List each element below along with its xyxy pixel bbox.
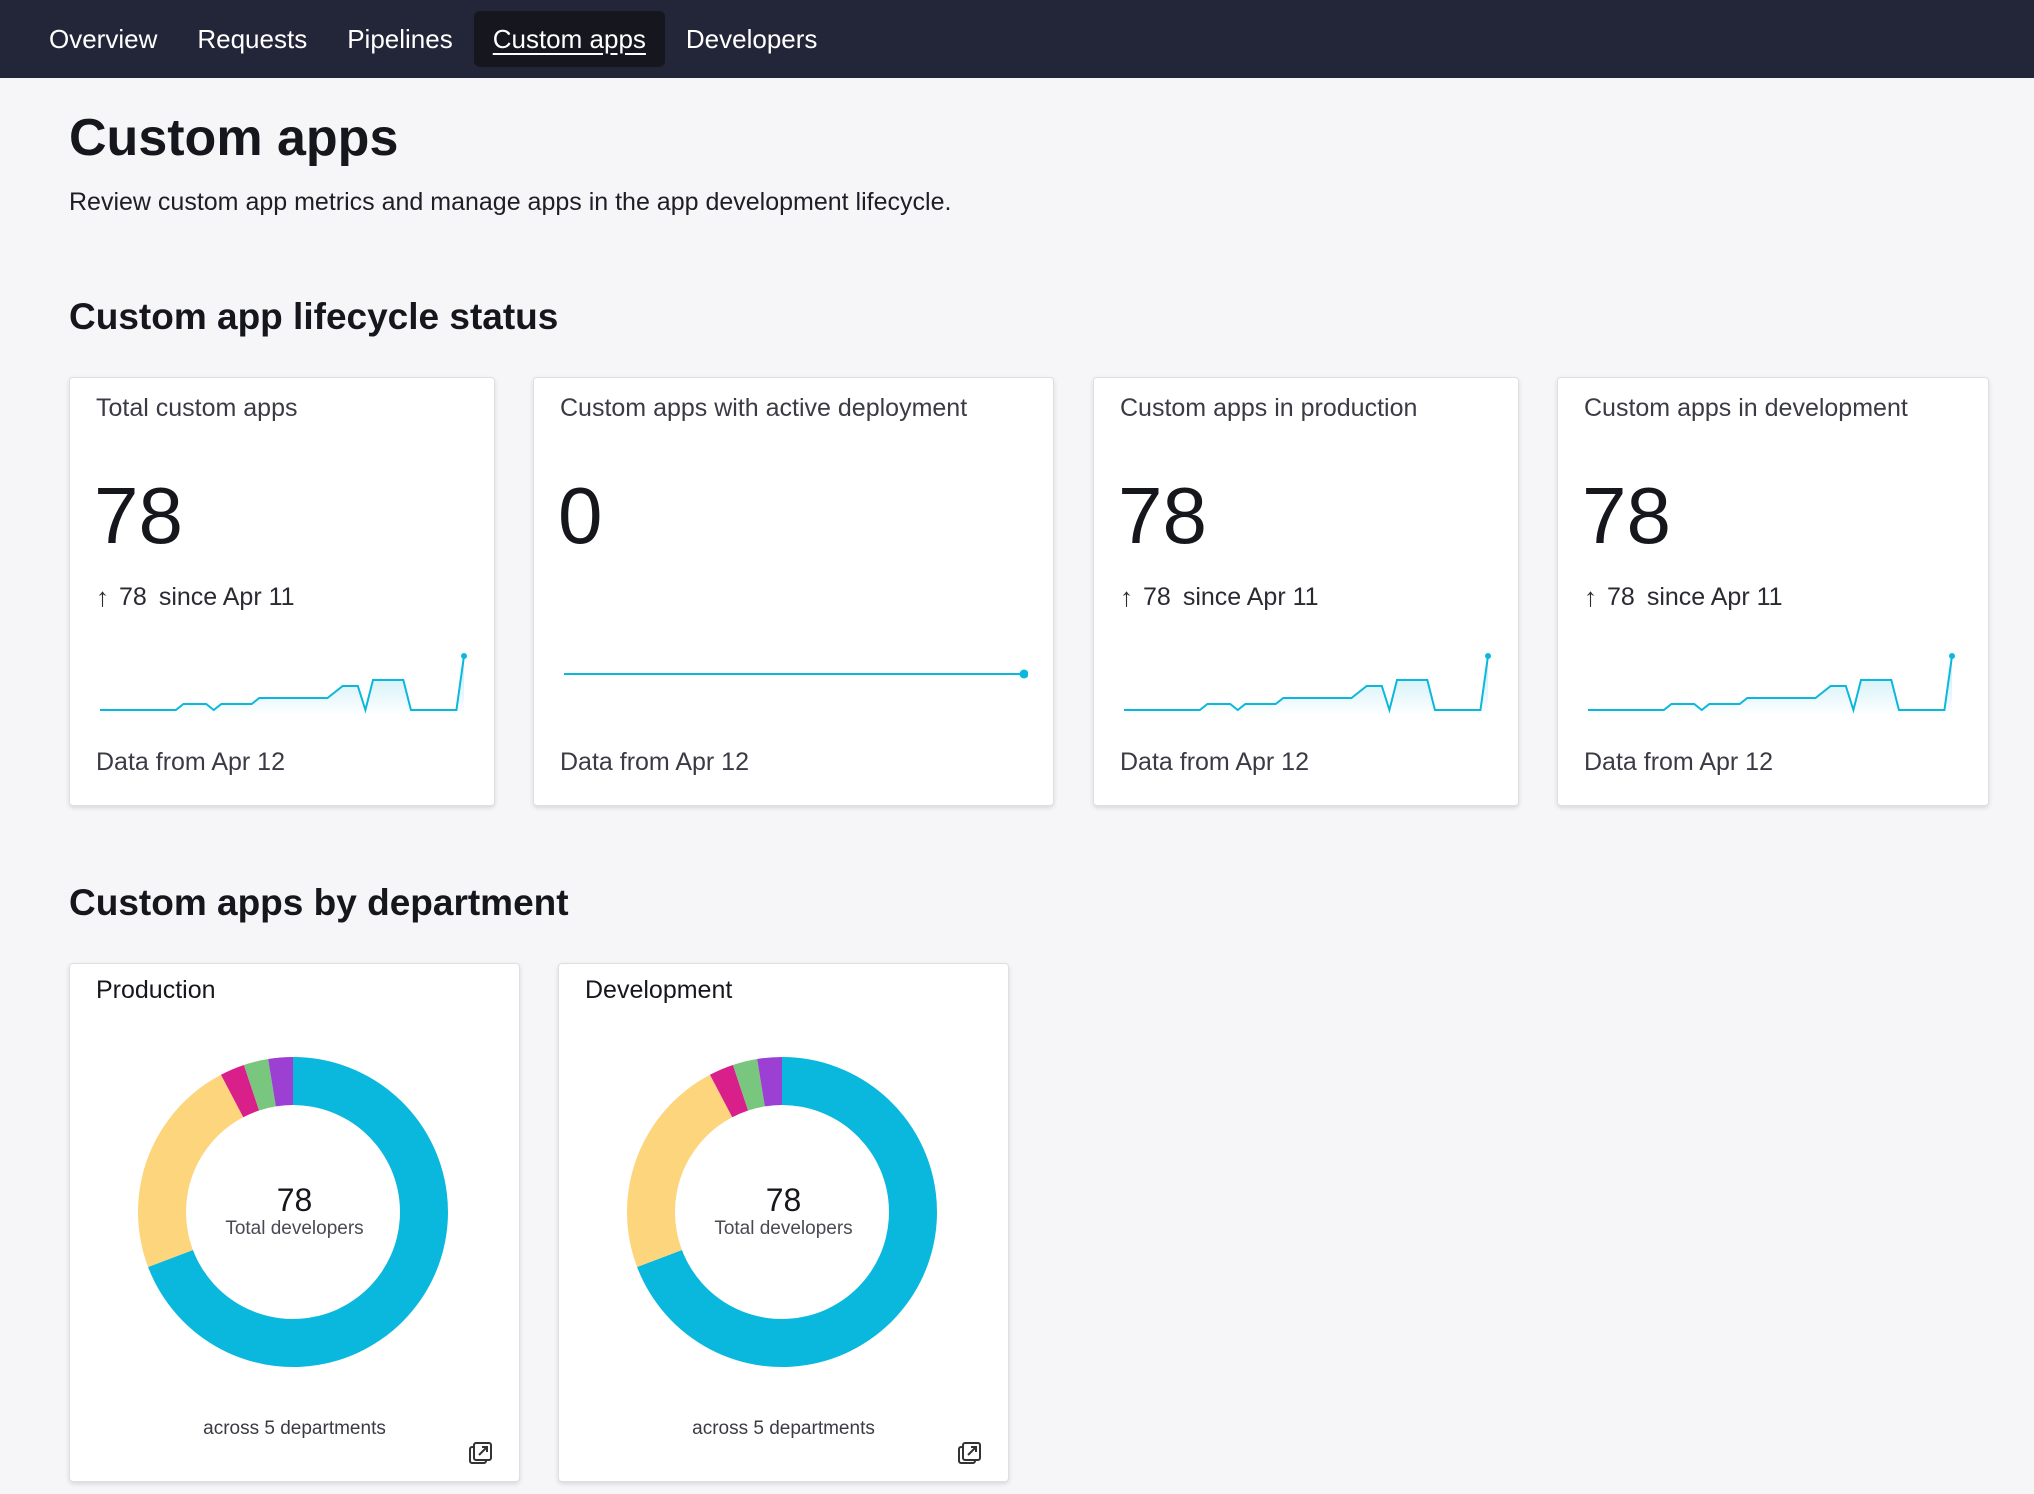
donut-center-value: 78 — [765, 1182, 802, 1218]
total-sparkline — [100, 653, 467, 716]
donut-slice-4 — [757, 1057, 782, 1107]
lifecycle-section-title: Custom app lifecycle status — [69, 296, 559, 337]
delta-value: 78 — [119, 583, 147, 611]
total-apps-card: Total custom apps 78 ↑ 78 since Apr 11 D… — [69, 377, 495, 806]
department-count: across 5 departments — [559, 1418, 1008, 1440]
donut-center-value: 78 — [276, 1182, 313, 1218]
development-apps-card: Custom apps in development 78 ↑ 78 since… — [1557, 377, 1989, 806]
development-donut — [627, 1057, 937, 1367]
sparkline-area — [1588, 656, 1952, 716]
open-external-icon[interactable] — [956, 1441, 982, 1467]
donut-slice-0 — [148, 1057, 448, 1367]
active-deployment-card: Custom apps with active deployment 0 Dat… — [533, 377, 1054, 806]
dept-prefix: across — [203, 1418, 260, 1439]
department-count: across 5 departments — [70, 1418, 519, 1440]
sparkline-line — [1588, 655, 1953, 714]
card-title: Custom apps with active deployment — [560, 394, 968, 422]
sparkline-endpoint — [1019, 669, 1028, 679]
card-title: Custom apps in production — [1120, 394, 1418, 422]
delta-value: 78 — [1607, 583, 1635, 611]
sparkline-area — [1124, 656, 1488, 716]
arrow-up-icon: ↑ — [1120, 582, 1133, 612]
sparkline-area — [100, 656, 464, 716]
donut-center-label: Total developers — [714, 1218, 853, 1239]
page-title: Custom apps — [69, 109, 399, 167]
development-department-card: Development 78 Total developers across 5… — [558, 963, 1009, 1482]
metric-delta: ↑ 78 since Apr 11 — [1120, 582, 1319, 613]
metric-value: 78 — [94, 471, 183, 560]
card-footer: Data from Apr 12 — [560, 748, 749, 776]
arrow-up-icon: ↑ — [96, 582, 109, 612]
sparkline-line — [1124, 655, 1489, 714]
tab-developers[interactable]: Developers — [685, 23, 818, 54]
donut-center-label: Total developers — [225, 1218, 364, 1239]
development-sparkline — [1588, 653, 1955, 716]
tab-pipelines[interactable]: Pipelines — [347, 23, 453, 54]
donut-slice-4 — [268, 1057, 293, 1107]
production-donut — [138, 1057, 448, 1367]
top-nav: Overview Requests Pipelines Custom apps … — [0, 0, 2034, 78]
sparkline-endpoint — [1949, 653, 1955, 659]
donut-slice-2 — [220, 1064, 260, 1118]
metric-delta: ↑ 78 since Apr 11 — [96, 582, 295, 613]
dept-suffix: departments — [769, 1418, 875, 1439]
page-description: Review custom app metrics and manage app… — [69, 188, 952, 216]
card-title: Production — [96, 976, 216, 1004]
metric-value: 0 — [558, 471, 603, 560]
departments-section-title: Custom apps by department — [69, 882, 569, 923]
dept-count: 5 — [264, 1418, 275, 1439]
card-footer: Data from Apr 12 — [1120, 748, 1309, 776]
card-title: Development — [585, 976, 733, 1004]
donut-slice-0 — [637, 1057, 937, 1367]
dept-count: 5 — [753, 1418, 764, 1439]
card-title: Total custom apps — [96, 394, 298, 422]
card-footer: Data from Apr 12 — [96, 748, 285, 776]
open-external-icon[interactable] — [467, 1441, 493, 1467]
tab-overview[interactable]: Overview — [49, 23, 158, 54]
sparkline-endpoint — [1485, 653, 1491, 659]
delta-label: since Apr 11 — [1182, 583, 1319, 611]
donut-slice-2 — [709, 1064, 749, 1118]
metric-delta: ↑ 78 since Apr 11 — [1584, 582, 1783, 613]
tab-requests[interactable]: Requests — [197, 23, 308, 54]
dept-suffix: departments — [280, 1418, 386, 1439]
arrow-up-icon: ↑ — [1584, 582, 1597, 612]
delta-label: since Apr 11 — [1646, 583, 1783, 611]
donut-slice-1 — [627, 1074, 733, 1267]
sparkline-line — [100, 655, 465, 714]
donut-slice-1 — [138, 1074, 244, 1267]
donut-slice-3 — [243, 1059, 276, 1111]
sparkline-endpoint — [461, 653, 467, 659]
tab-custom-apps[interactable]: Custom apps — [473, 11, 665, 67]
card-footer: Data from Apr 12 — [1584, 748, 1773, 776]
active-deployment-sparkline — [564, 669, 1028, 679]
metric-value: 78 — [1582, 471, 1671, 560]
delta-label: since Apr 11 — [158, 583, 295, 611]
metric-value: 78 — [1118, 471, 1207, 560]
donut-slice-3 — [732, 1059, 765, 1111]
card-title: Custom apps in development — [1584, 394, 1908, 422]
dept-prefix: across — [692, 1418, 749, 1439]
production-department-card: Production 78 Total developers across 5 … — [69, 963, 520, 1482]
production-apps-card: Custom apps in production 78 ↑ 78 since … — [1093, 377, 1519, 806]
delta-value: 78 — [1143, 583, 1171, 611]
production-sparkline — [1124, 653, 1491, 716]
